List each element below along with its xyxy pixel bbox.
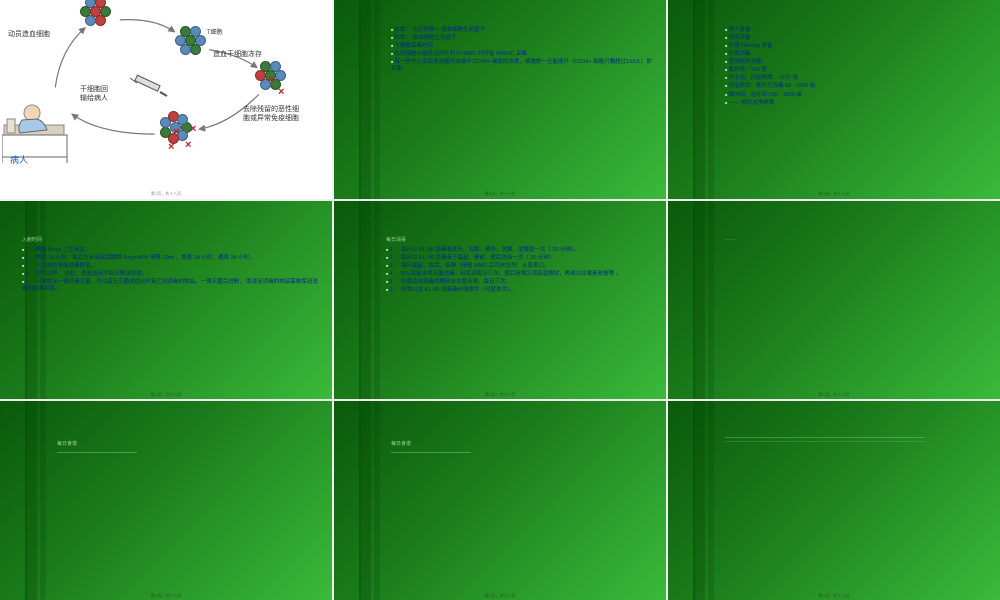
list-item: 自体： 化疗药物 + 造血细胞生长因子 bbox=[391, 26, 654, 34]
label-mobilize: 动员造血细胞 bbox=[8, 30, 50, 39]
slide4-list: 1 、房屋 Muck 卫生清洁；2 、熏蒸 24 小时：每立方米用高锰酸钾 6m… bbox=[22, 246, 320, 294]
slide-9: 第X页，共十八页 bbox=[668, 401, 1000, 600]
slide-8: 每日食谱 第X页，共十八页 bbox=[334, 401, 666, 600]
slide5-title: 每日消毒 bbox=[386, 237, 654, 244]
slide-4: 入舱时间 1 、房屋 Muck 卫生清洁；2 、熏蒸 24 小时：每立方米用高锰… bbox=[0, 201, 332, 400]
list-item: 2 、 每日以 KL-98 消毒液于晨起、睡前、便后洗涤一次（ 20 分钟） bbox=[386, 254, 654, 262]
slide2-list: 自体： 化疗药物 + 造血细胞生长因子异体： 造血细胞生长因子干细胞采集时间在白… bbox=[391, 26, 654, 74]
slide-5: 每日消毒 1 、 每日以 KL-98 消毒液洗头、浴面、擦身、洗脚、坐稽盆一次（… bbox=[334, 201, 666, 400]
list-item: 药浴房间：紫外灯消毒 60 - 1000 级 bbox=[725, 83, 988, 91]
slide-footer: 第X页，共十八页 bbox=[151, 392, 182, 397]
list-item: 在白细胞从最低点回升到 5×109/L 时开始 APBSC 采集 bbox=[391, 50, 654, 58]
label-infuse1: 干细胞回 bbox=[80, 85, 108, 94]
slide4-title: 入舱时间 bbox=[22, 237, 320, 244]
slide-grid: ×××××× 动员造血细胞 T细胞 造血干细胞冻存 干 bbox=[0, 0, 1000, 600]
list-item: 层流病房消毒： bbox=[725, 59, 988, 67]
list-item: 环境消毒 bbox=[725, 50, 988, 58]
list-item: 3 、入住前的全面消毒擦浴， bbox=[22, 262, 320, 270]
list-item: 5 、 抗菌及抗病毒的眼药水交替点眼，每日三次。 bbox=[386, 279, 654, 287]
list-item: 5 、入舱物品一律消毒灭菌，可以高压灭菌或适合环氧乙烷消毒的物品，一律灭菌后进舱… bbox=[22, 279, 320, 294]
list-item: 3 、 每日晨起、饭后、临睡（用省 MMC 后可欣含剂）认真漱口。 bbox=[386, 262, 654, 270]
list-item: 4 、 8% 双氧水喷灭菌消毒，刻耳道每日三次，使后用棉尖须高温擦拭，再或以红霉… bbox=[386, 271, 654, 279]
slide-footer: 第X页，共十八页 bbox=[819, 191, 850, 196]
label-infuse2: 输给病人 bbox=[80, 94, 108, 103]
label-tcell: T细胞 bbox=[207, 30, 223, 38]
slide8-title: 每日食谱 bbox=[391, 441, 654, 448]
slide5-list: 1 、 每日以 KL-98 消毒液洗头、浴面、擦身、洗脚、坐稽盆一次（ 20 分… bbox=[386, 246, 654, 295]
slide-6: —— 第X页，共十八页 bbox=[668, 201, 1000, 400]
slide-footer: 第X页，共十八页 bbox=[151, 593, 182, 598]
slide-footer: 第X页，共十八页 bbox=[819, 392, 850, 397]
list-item: 护士站：初级屏障： 10万 级 bbox=[725, 75, 988, 83]
slide-footer: 第X页，共十八页 bbox=[819, 593, 850, 598]
slide-footer: 第X页，共十八页 bbox=[485, 191, 516, 196]
slide-2: 自体： 化疗药物 + 造血细胞生长因子异体： 造血细胞生长因子干细胞采集时间在白… bbox=[334, 0, 666, 199]
list-item: 病人准备 bbox=[725, 26, 988, 34]
list-item: 4 、空气培养 、送检，查验选用平皿沉降法检测。 bbox=[22, 271, 320, 279]
label-freeze: 造血干细胞冻存 bbox=[213, 50, 262, 59]
slide-footer: 第X页，共十八页 bbox=[485, 593, 516, 598]
list-item: 2 、熏蒸 24 小时：每立方米用高锰酸钾 6mg+40% 甲醛 10ml ，熏… bbox=[22, 254, 320, 262]
list-item: 6 、 经常以含 KL-98 消毒液纱球擦手（代替洗手）。 bbox=[386, 287, 654, 295]
slide-diagram: ×××××× 动员造血细胞 T细胞 造血干细胞冻存 干 bbox=[0, 0, 332, 199]
list-item: 病床准备 bbox=[725, 34, 988, 42]
slide-footer: 第7页，共十八页 bbox=[151, 191, 181, 196]
list-item: 异体： 造血细胞生长因子 bbox=[391, 34, 654, 42]
syringe-icon bbox=[125, 70, 175, 100]
label-remove1: 去除残留的恶性细 bbox=[243, 105, 299, 114]
list-item: 缓冲间、治疗间 100 - 1000 级 bbox=[725, 91, 988, 99]
list-item: 1 、 每日以 KL-98 消毒液洗头、浴面、擦身、洗脚、坐稽盆一次（ 20 分… bbox=[386, 246, 654, 254]
slide-7: 每日食谱 第X页，共十八页 bbox=[0, 401, 332, 600]
list-item: —— 相对洁净屏障 bbox=[725, 99, 988, 107]
slide3-list: 病人准备病床准备环境 Nursing 准备环境消毒层流病房消毒：紫外线：100 … bbox=[725, 26, 988, 107]
slide7-title: 每日食谱 bbox=[57, 441, 320, 448]
label-remove2: 胞或异常免疫细胞 bbox=[243, 114, 299, 123]
list-item: 1 、房屋 Muck 卫生清洁； bbox=[22, 246, 320, 254]
slide-footer: 第X页，共十八页 bbox=[485, 392, 516, 397]
slide-3: 病人准备病床准备环境 Nursing 准备环境消毒层流病房消毒：紫外线：100 … bbox=[668, 0, 1000, 199]
list-item: 紫外线：100 室 bbox=[725, 67, 988, 75]
patient-figure bbox=[2, 85, 82, 165]
label-patient: 病人 bbox=[10, 155, 28, 167]
list-item: 干细胞采集时间 bbox=[391, 42, 654, 50]
list-item: 环境 Nursing 准备 bbox=[725, 42, 988, 50]
list-item: 有一些中心采取连测循环血液中 CD34+ 细胞的浓度，细胞数一旦能提升（CD34… bbox=[391, 59, 654, 74]
